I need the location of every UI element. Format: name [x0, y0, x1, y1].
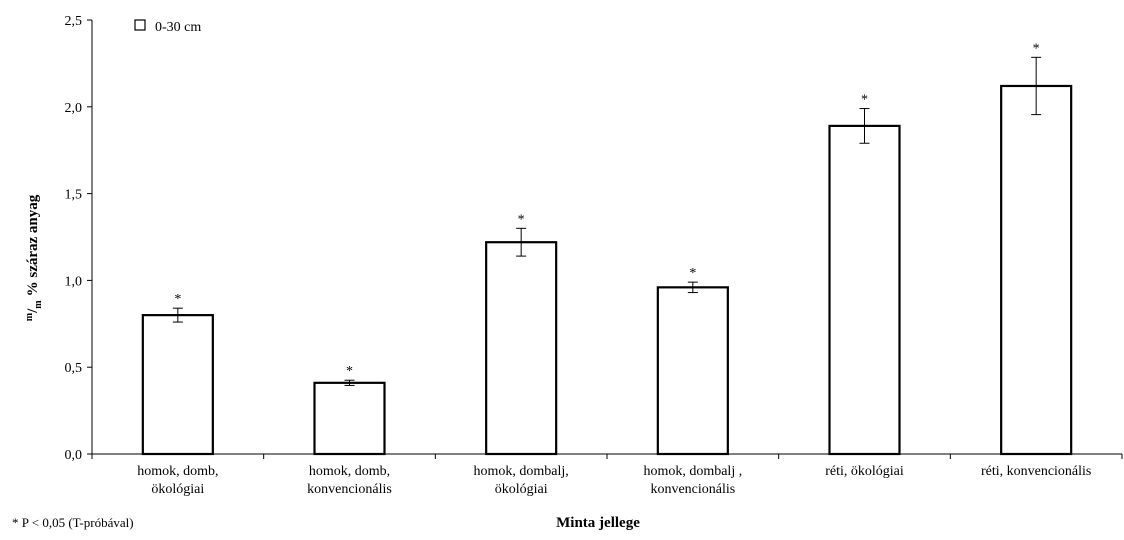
- y-tick-label: 0,0: [65, 448, 83, 463]
- footnote: * P < 0,05 (T-próbával): [12, 515, 134, 530]
- legend-label: 0-30 cm: [155, 20, 201, 35]
- x-category-label: réti, ökológiai: [825, 464, 904, 479]
- x-category-label: ökológiai: [495, 482, 548, 497]
- x-category-label: konvencionális: [307, 482, 392, 497]
- y-tick-label: 2,5: [65, 14, 83, 29]
- y-axis-title-main: % száraz anyag: [25, 194, 41, 296]
- y-axis-title-m-sup: m: [24, 312, 35, 321]
- bar: [141, 314, 214, 456]
- bar: [1000, 84, 1073, 456]
- y-tick-label: 0,5: [65, 361, 83, 376]
- labels: 0,0 0,5 1,0 1,5 2,0 2,5 * homok, domb, ökológiai…: [65, 14, 1092, 497]
- axes: [87, 19, 1123, 459]
- x-category-label: konvencionális: [650, 482, 735, 497]
- significance-marker: *: [689, 266, 696, 281]
- x-axis-title: Minta jellege: [556, 515, 640, 531]
- y-tick-label: 1,5: [65, 188, 83, 203]
- x-category-label: homok, dombalj,: [474, 464, 569, 479]
- legend: 0-30 cm: [134, 19, 201, 35]
- bar: [828, 124, 901, 456]
- bars: [141, 56, 1073, 456]
- y-axis-title: m/m % száraz anyag: [24, 194, 44, 321]
- bar: [485, 241, 558, 456]
- x-category-label: homok, dombalj ,: [643, 464, 742, 479]
- x-category-label: homok, domb,: [137, 464, 218, 479]
- y-tick-label: 1,0: [65, 274, 83, 289]
- x-category-label: réti, konvencionális: [981, 464, 1091, 479]
- legend-swatch: [134, 19, 146, 31]
- x-category-label: ökológiai: [151, 482, 204, 497]
- y-tick-label: 2,0: [65, 101, 83, 116]
- significance-marker: *: [346, 364, 353, 379]
- y-axis-title-m-sub: m: [33, 300, 44, 309]
- bar: [313, 381, 386, 456]
- y-axis-title-slash: /: [25, 308, 41, 314]
- significance-marker: *: [1033, 41, 1040, 56]
- significance-marker: *: [518, 212, 525, 227]
- x-category-label: homok, domb,: [309, 464, 390, 479]
- significance-marker: *: [174, 292, 181, 307]
- bar: [656, 286, 729, 456]
- significance-marker: *: [861, 93, 868, 108]
